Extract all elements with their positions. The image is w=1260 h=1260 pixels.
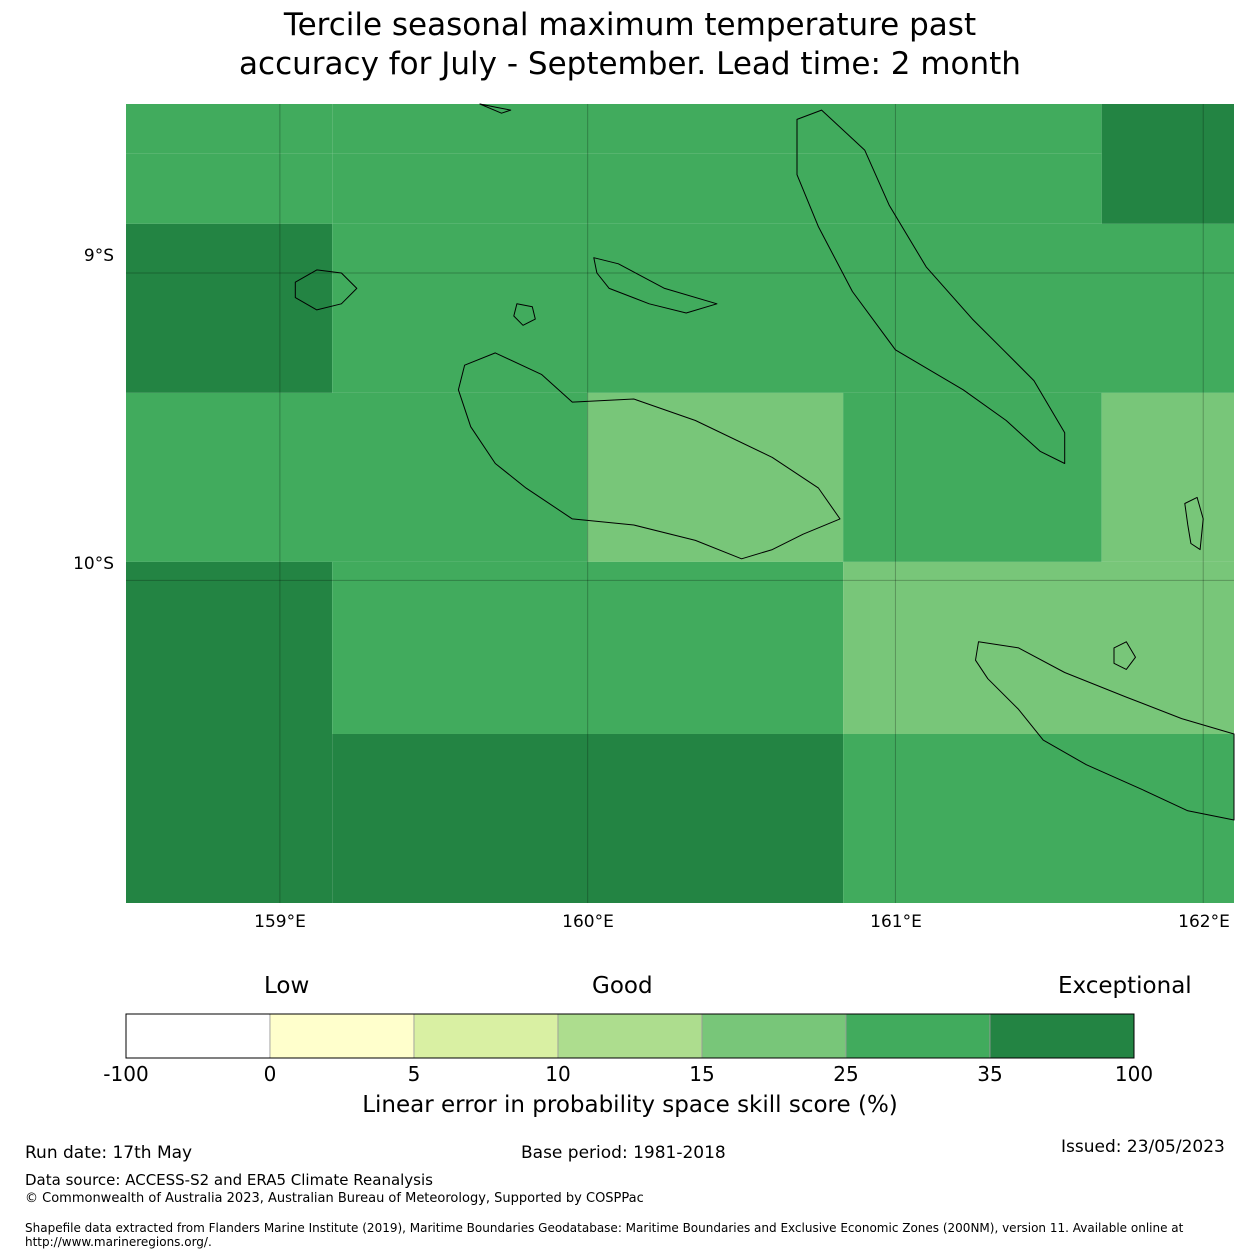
grid-cell bbox=[843, 733, 1234, 903]
data-source: Data source: ACCESS-S2 and ERA5 Climate … bbox=[25, 1171, 433, 1189]
lon-label-159: 159°E bbox=[254, 912, 306, 932]
grid-cell bbox=[126, 104, 333, 154]
island-ulawa bbox=[1184, 496, 1204, 551]
colorbar-tick: -100 bbox=[103, 1062, 149, 1086]
run-date: Run date: 17th May bbox=[25, 1143, 193, 1163]
grid-cell bbox=[332, 153, 1102, 224]
chart-title: Tercile seasonal maximum temperature pas… bbox=[239, 7, 1021, 82]
grid-cell bbox=[126, 392, 588, 562]
island-savo bbox=[513, 303, 536, 326]
copyright: © Commonwealth of Australia 2023, Austra… bbox=[25, 1191, 644, 1206]
island-makira bbox=[975, 641, 1235, 821]
grid-cell bbox=[332, 733, 844, 903]
grid-cell bbox=[332, 223, 1234, 393]
lat-label-10s: 10°S bbox=[73, 554, 114, 574]
colorbar-tick: 5 bbox=[407, 1062, 421, 1086]
legend-category-low: Low bbox=[264, 973, 310, 999]
colorbar-swatch bbox=[269, 1013, 415, 1059]
colorbar-swatch bbox=[557, 1013, 703, 1059]
island-malaita bbox=[796, 109, 1066, 464]
colorbar-swatch bbox=[989, 1013, 1135, 1059]
colorbar-frame bbox=[125, 1013, 1135, 1059]
colorbar-tick: 15 bbox=[689, 1062, 715, 1086]
colorbar bbox=[125, 1013, 1135, 1059]
shapefile-credit: Shapefile data extracted from Flanders M… bbox=[25, 1221, 1184, 1249]
skill-score-map bbox=[126, 103, 1235, 903]
colorbar-tick: 10 bbox=[545, 1062, 571, 1086]
base-period: Base period: 1981-2018 bbox=[521, 1143, 726, 1163]
island-nggela bbox=[593, 257, 718, 314]
colorbar-swatch bbox=[701, 1013, 847, 1059]
colorbar-tick: 0 bbox=[263, 1062, 277, 1086]
colorbar-title: Linear error in probability space skill … bbox=[362, 1092, 898, 1118]
grid-cell bbox=[1101, 104, 1234, 224]
lon-label-162: 162°E bbox=[1178, 912, 1230, 932]
colorbar-swatch bbox=[413, 1013, 559, 1059]
grid-cells bbox=[126, 104, 1234, 903]
legend-category-good: Good bbox=[592, 973, 653, 999]
grid-cell bbox=[126, 561, 333, 903]
legend-category-exceptional: Exceptional bbox=[1058, 973, 1192, 999]
coastlines bbox=[294, 103, 1235, 821]
colorbar-swatch bbox=[125, 1013, 271, 1059]
issued-date: Issued: 23/05/2023 bbox=[1061, 1137, 1225, 1157]
grid-cell bbox=[587, 392, 844, 562]
colorbar-swatch bbox=[845, 1013, 991, 1059]
island-russell-islands bbox=[294, 269, 358, 311]
grid-cell bbox=[843, 561, 1234, 734]
island-santa-isabel bbox=[479, 103, 512, 114]
lon-label-161: 161°E bbox=[870, 912, 922, 932]
grid-cell bbox=[843, 392, 1102, 562]
grid-cell bbox=[126, 153, 333, 224]
colorbar-tick: 25 bbox=[833, 1062, 859, 1086]
island-guadalcanal bbox=[457, 352, 841, 560]
island-ugi bbox=[1113, 641, 1136, 670]
graticule bbox=[126, 104, 1234, 903]
lon-label-160: 160°E bbox=[562, 912, 614, 932]
grid-cell bbox=[332, 561, 844, 734]
colorbar-tick: 35 bbox=[977, 1062, 1003, 1086]
grid-cell bbox=[332, 104, 1102, 154]
lat-label-9s: 9°S bbox=[83, 246, 114, 266]
grid-cell bbox=[1101, 392, 1234, 562]
colorbar-tick: 100 bbox=[1114, 1062, 1154, 1086]
grid-cell bbox=[126, 223, 333, 393]
